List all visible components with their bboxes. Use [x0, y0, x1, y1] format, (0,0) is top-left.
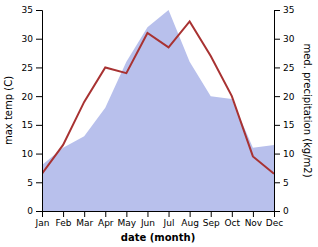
tick: Nov [245, 211, 263, 228]
tick-label: 10 [22, 149, 34, 159]
x-axis: Jan Feb Mar Apr MayJun Jul Aug Sep Oct NovDec [35, 211, 284, 228]
tick: 35 [274, 5, 294, 15]
tick-mark [274, 67, 280, 68]
tick-mark [36, 39, 42, 40]
y-axis: 0 5 10 15 20 25 30 35 [22, 5, 43, 216]
tick-mark [147, 211, 148, 217]
tick-label: Aug [181, 218, 199, 228]
tick-label: Jan [35, 218, 50, 228]
tick-label: Oct [225, 218, 241, 228]
tick-label: Feb [56, 218, 72, 228]
x-label: date (month) [121, 232, 195, 243]
tick-label: 20 [22, 92, 34, 102]
tick-label: 15 [22, 120, 33, 130]
tick-mark [274, 96, 280, 97]
tick: 5 [27, 178, 42, 188]
tick-mark [274, 39, 280, 40]
y-label: max temp (C) [3, 76, 14, 145]
tick: Dec [266, 211, 283, 228]
tick-label: 0 [283, 206, 289, 216]
tick-label: 25 [283, 63, 294, 73]
tick-mark [36, 67, 42, 68]
chart: JanFebMarAprMayJunJulAugSepOctNovDec0510… [0, 0, 318, 247]
tick-label: 30 [283, 34, 295, 44]
tick: 30 [274, 34, 295, 44]
tick-mark [36, 125, 42, 126]
tick: 15 [274, 120, 294, 130]
temp-line [42, 21, 274, 173]
tick-label: 20 [283, 92, 295, 102]
tick: 30 [22, 34, 42, 44]
tick: Jun [140, 211, 155, 228]
tick-mark [274, 154, 280, 155]
tick-label: Sep [203, 218, 220, 228]
axis-line [36, 11, 43, 212]
tick: 10 [22, 149, 42, 159]
tick: May [118, 211, 137, 228]
tick: 5 [274, 178, 289, 188]
tick-label: Nov [245, 218, 263, 228]
precip-area [42, 10, 274, 211]
tick-label: Apr [98, 218, 114, 228]
tick-mark [232, 211, 233, 217]
tick: 25 [22, 63, 42, 73]
tick-mark [190, 211, 191, 217]
tick-mark [36, 96, 42, 97]
tick: 25 [274, 63, 294, 73]
tick-label: 35 [22, 5, 33, 15]
tick-label: Jul [163, 218, 175, 228]
tick: 10 [274, 149, 295, 159]
tick-mark [105, 211, 106, 217]
axis-line [43, 212, 275, 218]
tick-mark [169, 211, 170, 217]
tick-mark [274, 211, 280, 212]
tick-label: 0 [27, 206, 33, 216]
tick-label: 5 [27, 178, 33, 188]
tick-mark [63, 211, 64, 217]
tick-label: 15 [283, 120, 294, 130]
tick-mark [274, 10, 280, 11]
tick: 20 [274, 92, 295, 102]
tick: 0 [274, 206, 289, 216]
tick: Jul [163, 211, 175, 228]
axis-line [275, 11, 281, 212]
tick: Sep [203, 211, 220, 228]
tick-mark [36, 10, 42, 11]
tick: Oct [225, 211, 241, 228]
tick-label: 10 [283, 149, 295, 159]
tick-label: 25 [22, 63, 33, 73]
tick: 35 [22, 5, 42, 15]
tick: 15 [22, 120, 42, 130]
tick-mark [253, 211, 254, 217]
tick-label: Dec [266, 218, 283, 228]
plot: JanFebMarAprMayJunJulAugSepOctNovDec0510… [3, 5, 313, 243]
tick-mark [274, 125, 280, 126]
tick-mark [36, 154, 42, 155]
tick-label: May [118, 218, 137, 228]
tick-mark [211, 211, 212, 217]
tick-mark [36, 211, 42, 212]
tick: Aug [181, 211, 199, 228]
y2-label: med. precipitation (kg/m2) [302, 43, 313, 177]
tick: Feb [56, 211, 72, 228]
marks [42, 10, 274, 211]
tick-mark [274, 182, 280, 183]
tick: Apr [98, 211, 114, 228]
tick-mark [36, 182, 42, 183]
tick: 20 [22, 92, 42, 102]
tick-mark [84, 211, 85, 217]
tick-mark [126, 211, 127, 217]
tick: 0 [27, 206, 42, 216]
tick: Jan [35, 211, 50, 228]
tick-label: 35 [283, 5, 294, 15]
tick-label: Mar [76, 218, 93, 228]
tick-label: 30 [22, 34, 34, 44]
tick-label: 5 [283, 178, 289, 188]
y2-axis: 0 5 10 15 20 25 30 35 [274, 5, 295, 216]
tick: Mar [76, 211, 93, 228]
tick-label: Jun [140, 218, 155, 228]
